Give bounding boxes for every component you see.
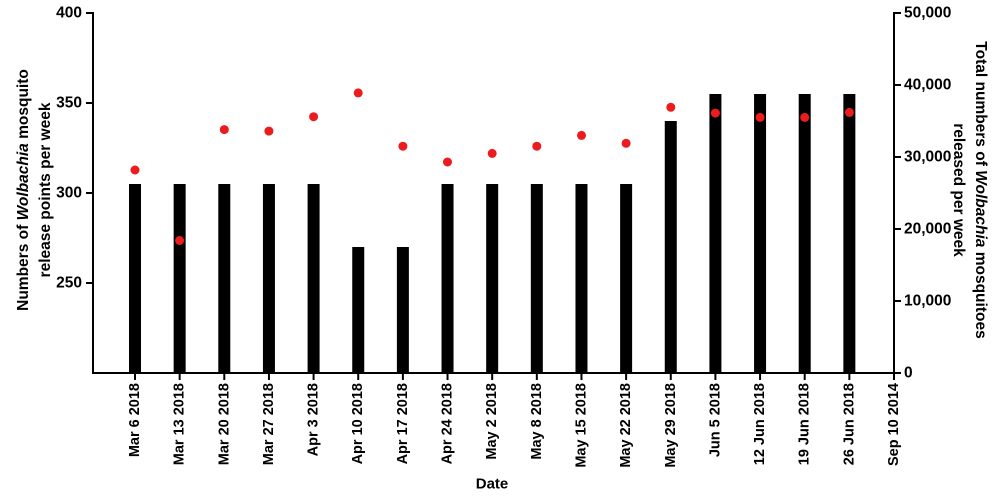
mosquitoes-released-dot-7 (398, 141, 408, 151)
right-axis-tick-label: 40,000 (904, 77, 951, 94)
x-axis-tick-label: May 8 2018 (529, 383, 545, 460)
mosquitoes-released-dot-14 (710, 108, 720, 118)
mosquitoes-released-dot-15 (755, 112, 765, 122)
x-axis-tick-label: May 15 2018 (573, 383, 589, 468)
mosquitoes-released-dot-1 (130, 165, 140, 175)
left-axis-tick-label: 400 (56, 5, 82, 22)
x-axis-tick-label: 12 Jun 2018 (752, 383, 768, 465)
x-axis-tick-label: Apr 3 2018 (306, 383, 322, 456)
mosquitoes-released-dot-4 (264, 126, 274, 136)
release-points-bar-15 (754, 94, 767, 373)
release-points-bar-3 (218, 184, 231, 373)
x-axis-tick-label: 19 Jun 2018 (797, 383, 813, 465)
x-axis-tick-label: May 29 2018 (663, 383, 679, 468)
x-axis-title: Date (475, 475, 509, 493)
chart-generated-content: 250 300 350 400 0 10,000 20,000 30,000 40,000 50,… (56, 5, 951, 468)
right-axis-tick-label: 50,000 (904, 5, 951, 22)
x-axis-tick-label: Apr 24 2018 (440, 383, 456, 464)
x-axis-tick-label: May 22 2018 (618, 383, 634, 468)
release-points-bar-13 (664, 121, 677, 373)
right-axis-tick-label: 20,000 (904, 221, 951, 238)
mosquitoes-released-dot-2 (175, 236, 185, 245)
release-points-bar-11 (575, 184, 588, 373)
release-points-bar-8 (441, 184, 454, 373)
left-axis-title-line2: release points per week (37, 102, 54, 278)
release-points-bar-5 (307, 184, 320, 373)
right-axis-title-line1: Total numbers of Wolbachia mosquitoes (972, 41, 989, 339)
x-axis-tick-label: Apr 17 2018 (395, 383, 411, 464)
mosquitoes-released-dot-13 (666, 102, 676, 112)
release-points-bar-17 (843, 94, 856, 373)
mosquitoes-released-dot-5 (309, 112, 319, 122)
right-axis-tick-label: 10,000 (904, 293, 951, 310)
release-points-bar-10 (530, 184, 543, 373)
left-axis-tick-label: 250 (56, 275, 82, 292)
right-axis-tick-label: 0 (904, 365, 913, 382)
x-axis-tick-label: Mar 6 2018 (127, 383, 143, 457)
right-axis-title-line2: released per week (950, 123, 967, 257)
x-axis-tick-label: Apr 10 2018 (350, 383, 366, 464)
right-axis-tick-label: 30,000 (904, 149, 951, 166)
x-axis-tick-label: Mar 27 2018 (261, 383, 277, 465)
mosquitoes-released-dot-11 (577, 130, 586, 140)
release-points-bar-1 (129, 184, 141, 373)
release-points-bar-4 (262, 184, 275, 373)
mosquitoes-released-dot-6 (353, 88, 363, 98)
release-points-bar-14 (709, 94, 722, 373)
x-axis-tick-label: Mar 20 2018 (216, 383, 232, 465)
mosquitoes-released-dot-10 (532, 141, 542, 151)
mosquitoes-released-dot-8 (443, 157, 452, 167)
release-points-bar-16 (798, 94, 811, 373)
left-axis-title: Numbers of Wolbachia mosquito release po… (13, 69, 57, 311)
release-points-bar-9 (486, 184, 499, 373)
x-axis-tick-label: Jun 5 2018 (707, 383, 723, 457)
release-points-bar-6 (352, 247, 365, 373)
mosquitoes-released-dot-12 (621, 138, 631, 148)
x-axis-tick-label: Sep 10 2014 (886, 383, 902, 466)
release-points-bar-2 (173, 184, 186, 373)
left-axis-title-line1: Numbers of Wolbachia mosquito (15, 69, 32, 311)
mosquitoes-released-dot-9 (487, 148, 497, 158)
left-axis-tick-label: 350 (56, 95, 82, 112)
mosquitoes-released-dot-16 (800, 112, 810, 122)
release-points-bar-7 (396, 247, 409, 373)
right-axis-title: Total numbers of Wolbachia mosquitoes re… (947, 41, 991, 338)
mosquitoes-released-dot-17 (844, 107, 854, 117)
x-axis-tick-label: Mar 13 2018 (172, 383, 188, 465)
x-axis-tick-label: May 2 2018 (484, 383, 500, 460)
mosquitoes-released-dot-3 (219, 125, 229, 135)
left-axis-tick-label: 300 (56, 185, 82, 202)
release-points-bar-12 (620, 184, 633, 373)
x-axis-tick-label: 26 Jun 2018 (841, 383, 857, 465)
